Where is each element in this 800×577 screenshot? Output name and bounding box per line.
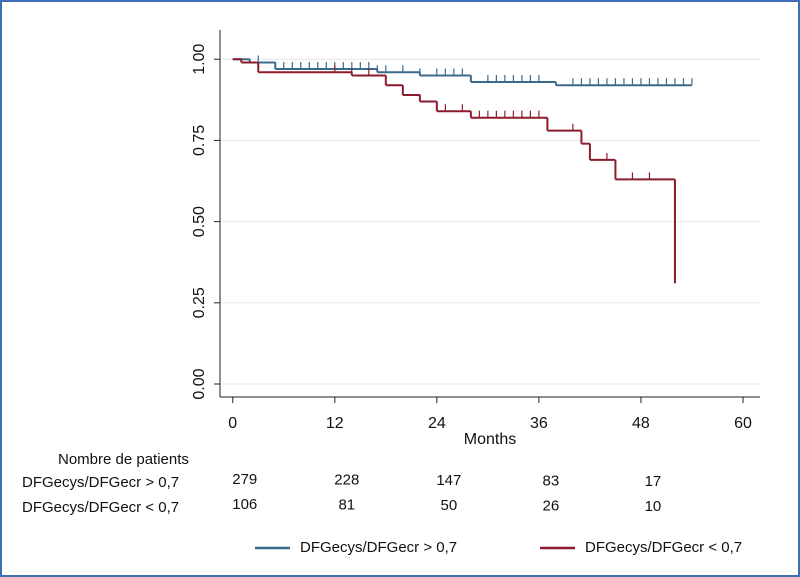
x-tick-label: 12 (326, 415, 344, 432)
risk-row-name: DFGecys/DFGecr > 0,7 (22, 474, 179, 491)
risk-count: 228 (334, 471, 359, 488)
y-tick-label: 1.00 (191, 44, 208, 75)
risk-count: 17 (645, 473, 662, 490)
x-tick-label: 24 (428, 415, 446, 432)
x-tick-label: 60 (734, 415, 752, 432)
x-tick-label: 36 (530, 415, 548, 432)
risk-count: 279 (232, 471, 257, 488)
y-tick-label: 0.50 (191, 206, 208, 237)
risk-count: 10 (645, 498, 662, 515)
risk-table-title: Nombre de patients (58, 451, 189, 468)
legend-label: DFGecys/DFGecr < 0,7 (585, 539, 742, 556)
y-tick-label: 0.75 (191, 125, 208, 156)
y-tick-label: 0.00 (191, 368, 208, 399)
risk-row-name: DFGecys/DFGecr < 0,7 (22, 499, 179, 516)
legend-label: DFGecys/DFGecr > 0,7 (300, 539, 457, 556)
y-tick-label: 0.25 (191, 287, 208, 318)
x-tick-label: 48 (632, 415, 650, 432)
risk-count: 106 (232, 496, 257, 513)
risk-count: 50 (441, 497, 458, 514)
risk-count: 26 (543, 497, 560, 514)
risk-count: 147 (436, 472, 461, 489)
risk-count: 81 (338, 496, 355, 513)
x-axis-label: Months (464, 431, 516, 448)
risk-count: 83 (543, 472, 560, 489)
x-tick-label: 0 (228, 415, 237, 432)
